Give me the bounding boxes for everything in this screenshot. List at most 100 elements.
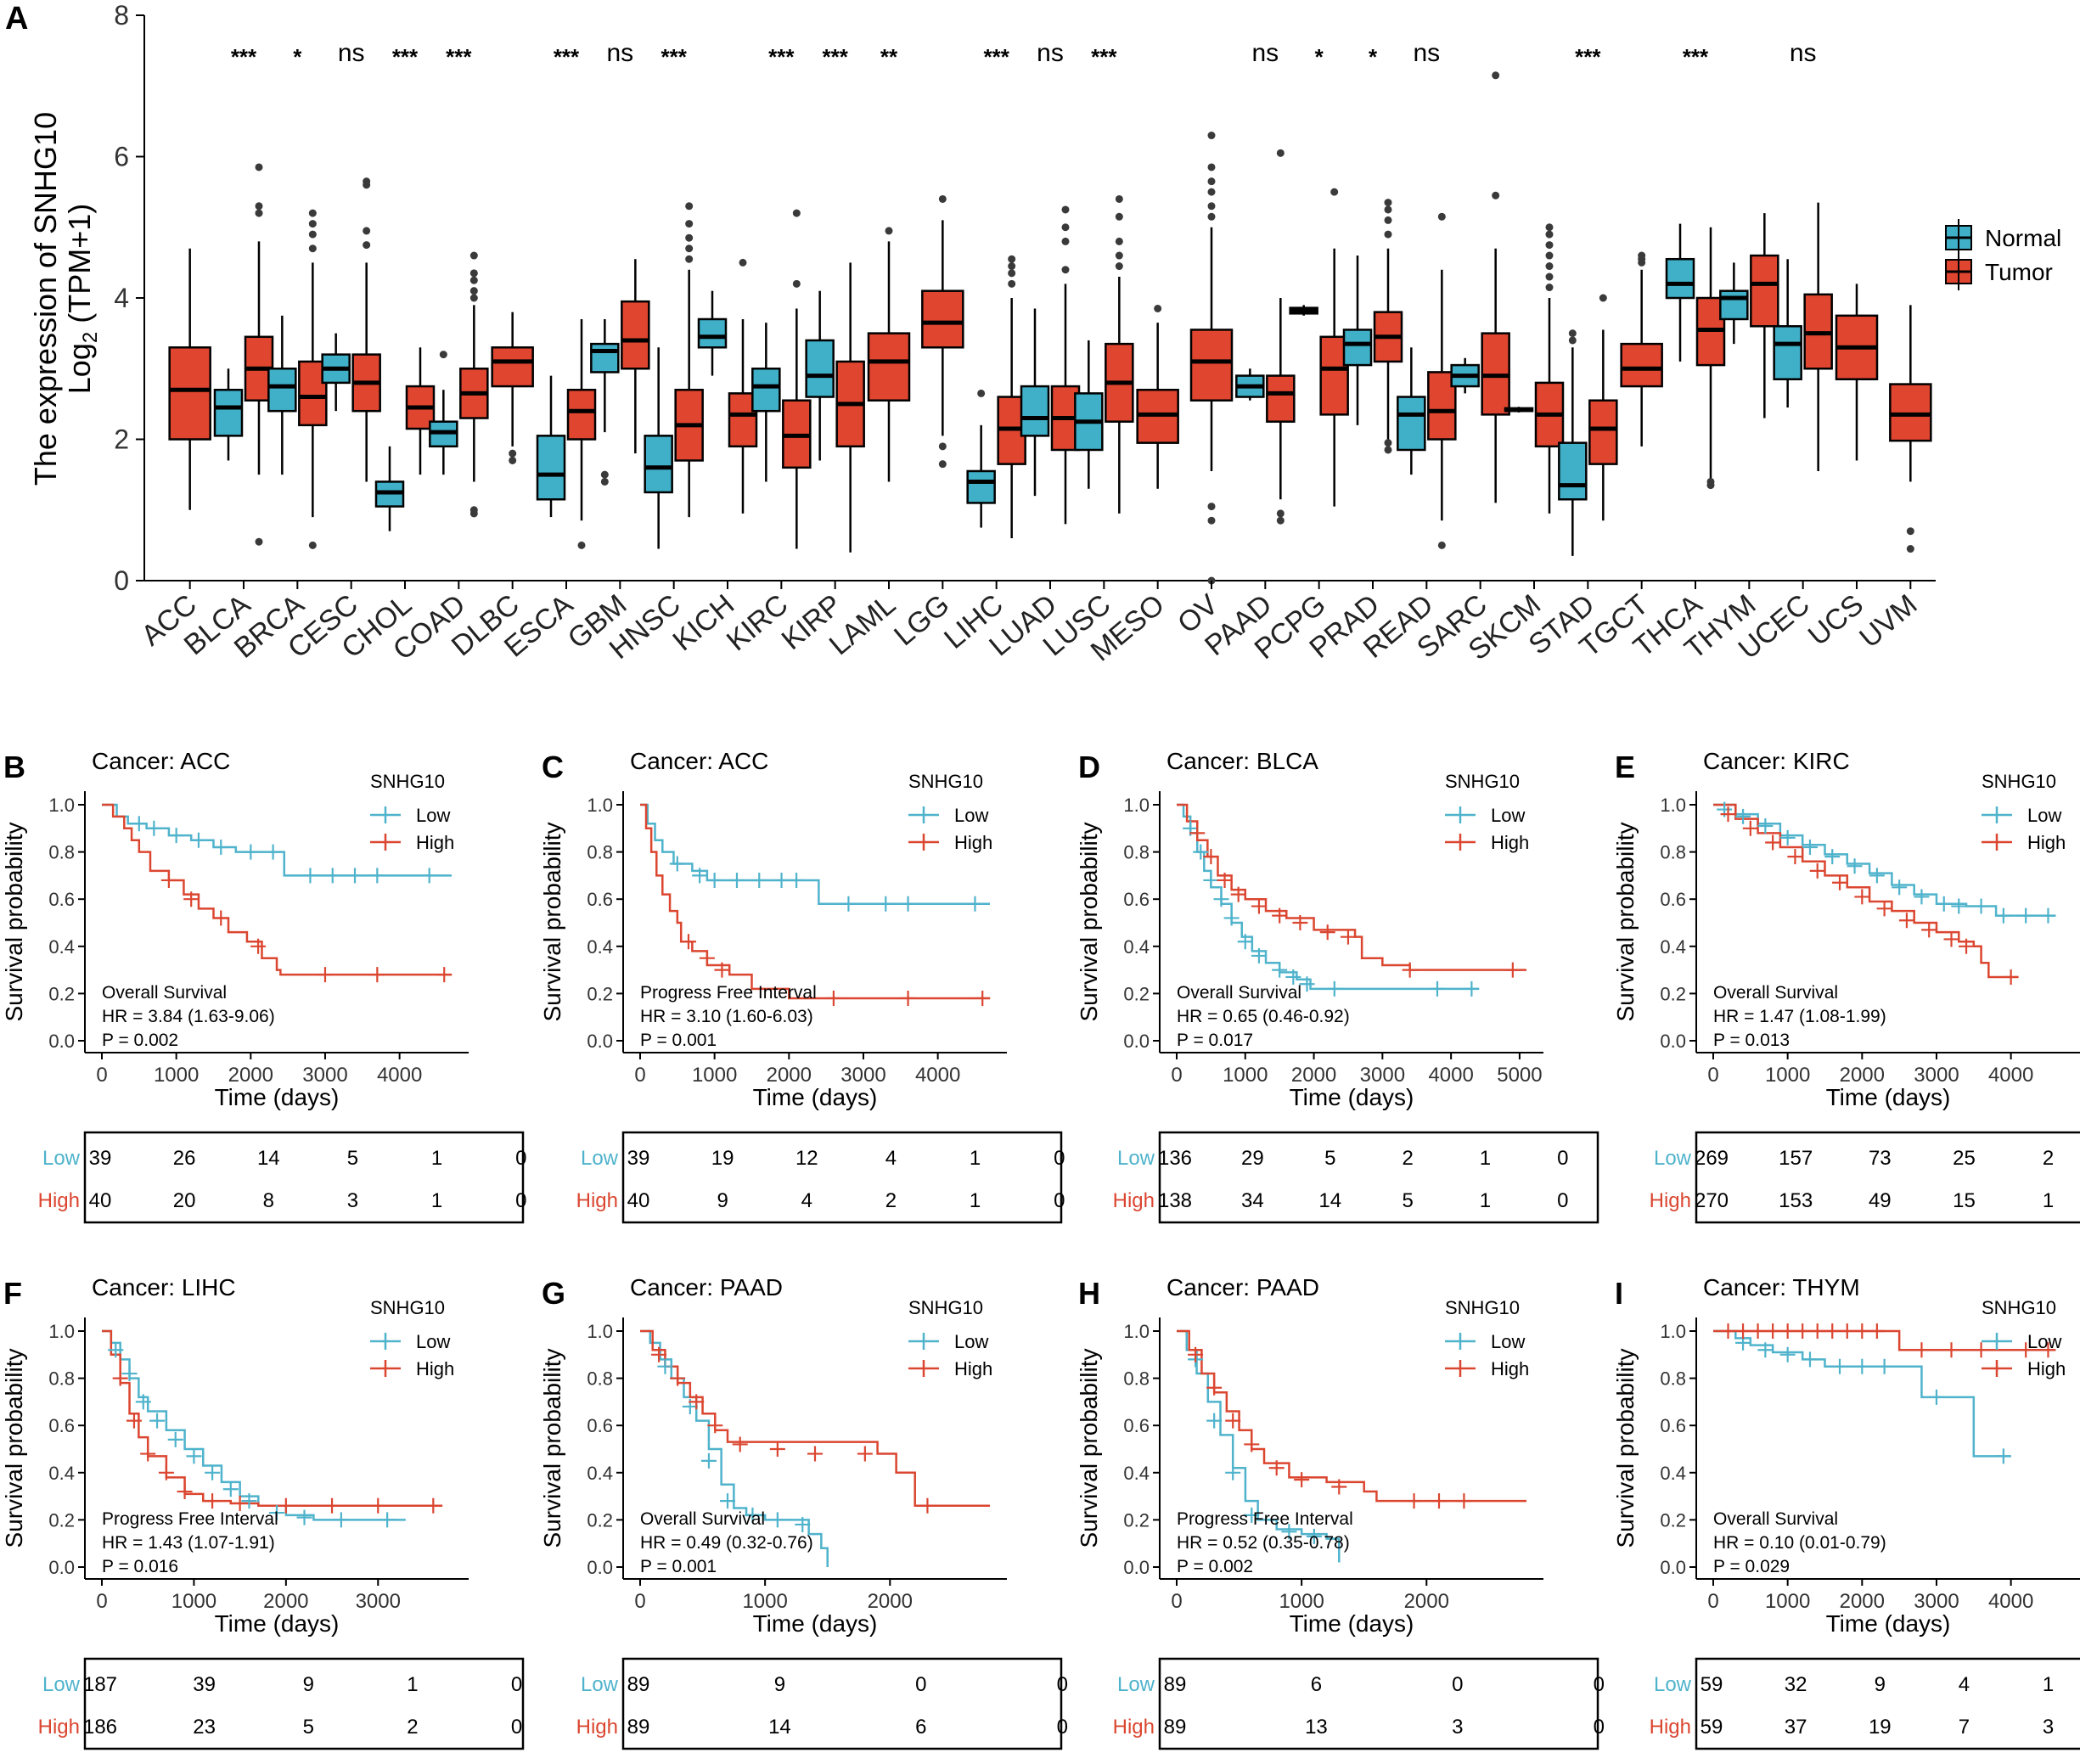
censor-mark-low (108, 1342, 124, 1358)
km-y-tick-label: 0.0 (1660, 1557, 1686, 1578)
censor-mark-high (317, 967, 333, 983)
risk-count-low: 0 (915, 1673, 926, 1696)
km-legend-title: SNHG10 (1445, 1297, 1520, 1318)
risk-table (1695, 1657, 2080, 1750)
outlier-point (1545, 272, 1554, 281)
km-y-axis-label: Survival probability (1076, 823, 1102, 1022)
risk-count-low: 0 (1452, 1673, 1463, 1696)
outlier-point (1437, 212, 1446, 221)
risk-count-low: 0 (1594, 1673, 1605, 1696)
km-curve-low (640, 803, 990, 906)
km-y-tick-label: 0.6 (1660, 1415, 1686, 1436)
censor-mark-high (1973, 1342, 1989, 1358)
censor-mark-low (333, 1512, 349, 1528)
y-tick-label-a: 6 (114, 142, 129, 172)
km-y-tick-label: 1.0 (48, 1321, 75, 1342)
censor-mark-high (1272, 907, 1288, 924)
censor-mark-low (1237, 934, 1253, 950)
outlier-point (685, 244, 694, 253)
km-y-tick-label: 0.0 (48, 1557, 75, 1578)
outlier-point (1276, 509, 1285, 518)
censor-mark-high (1735, 1323, 1751, 1339)
risk-count-low: 0 (511, 1673, 522, 1696)
outlier-point (1115, 194, 1123, 203)
censor-mark-high (651, 1346, 667, 1362)
significance-label: *** (1091, 44, 1117, 70)
km-x-tick-label: 3000 (1360, 1064, 1405, 1087)
censor-mark-high (126, 1413, 142, 1429)
censor-mark-high (1787, 849, 1803, 865)
censor-mark-high (689, 1394, 705, 1410)
km-x-tick-label: 1000 (1223, 1064, 1268, 1087)
km-x-tick-label: 1000 (1279, 1590, 1324, 1613)
km-y-tick-label: 0.2 (48, 1509, 75, 1531)
censor-mark-low (190, 832, 206, 848)
outlier-point (685, 202, 694, 211)
km-legend-title: SNHG10 (1445, 771, 1520, 792)
censor-mark-high (1217, 872, 1233, 888)
km-legend-low-label: Low (954, 805, 988, 826)
normal-kich-box (697, 317, 728, 349)
tumor-paad-box (1266, 374, 1296, 423)
km-y-tick-label: 0.2 (1660, 1509, 1686, 1531)
censor-mark-low (967, 896, 983, 912)
km-hazard-ratio: HR = 1.47 (1.08-1.99) (1713, 1007, 1886, 1026)
km-y-axis-label: Survival probability (1, 1349, 27, 1548)
significance-label: * (293, 44, 302, 70)
censor-mark-low (1206, 1413, 1223, 1429)
significance-label: ns (1413, 39, 1440, 67)
km-y-axis-label: Survival probability (539, 823, 565, 1022)
km-endpoint-label: Overall Survival (1177, 983, 1301, 1003)
km-x-tick-label: 4000 (377, 1064, 422, 1087)
outlier-point (1115, 237, 1123, 245)
risk-count-high: 186 (83, 1716, 117, 1739)
km-y-tick-label: 0.2 (1660, 983, 1686, 1004)
censor-mark-high (1268, 1460, 1285, 1476)
censor-mark-high (1809, 1323, 1825, 1339)
censor-mark-low (379, 1512, 396, 1528)
significance-label: ns (1037, 39, 1064, 67)
outlier-point (1906, 545, 1914, 553)
normal-ucec-box (1773, 325, 1802, 380)
km-y-tick-label: 0.2 (48, 983, 75, 1004)
censor-mark-high (699, 950, 715, 966)
y-axis-label-sub: 2 (79, 332, 102, 343)
risk-count-high: 89 (627, 1716, 650, 1739)
risk-count-low: 14 (257, 1147, 280, 1170)
outlier-point (1330, 188, 1339, 196)
censor-mark-high (160, 872, 177, 888)
outlier-point (1008, 255, 1016, 263)
cancer-title: Cancer: ACC (92, 748, 230, 774)
outlier-point (685, 255, 694, 263)
km-x-axis-label: Time (days) (1826, 1610, 1951, 1637)
risk-count-high: 3 (2043, 1716, 2054, 1739)
risk-count-high: 49 (1869, 1189, 1892, 1212)
censor-mark-high (1319, 924, 1335, 941)
km-p-value: P = 0.002 (1177, 1557, 1253, 1576)
censor-mark-low (269, 1505, 284, 1521)
censor-mark-high (1943, 931, 1959, 947)
km-legend-low-symbol (908, 806, 939, 823)
censor-mark-high (140, 1446, 156, 1462)
km-legend-high-symbol (1982, 834, 2012, 851)
risk-count-low: 73 (1869, 1147, 1892, 1170)
group-stad: ***STAD (1523, 44, 1618, 661)
km-x-tick-label: 2000 (767, 1064, 812, 1087)
km-legend-low-label: Low (1491, 805, 1525, 826)
km-y-tick-label: 0.2 (1123, 1509, 1150, 1531)
risk-count-high: 3 (347, 1189, 358, 1212)
risk-count-high: 7 (1959, 1716, 1970, 1739)
km-x-axis-label: Time (days) (753, 1084, 878, 1110)
censor-mark-low (1281, 1524, 1297, 1540)
km-y-tick-label: 0.4 (587, 936, 613, 958)
risk-count-high: 15 (1953, 1189, 1976, 1212)
significance-label: *** (1575, 44, 1601, 70)
risk-count-high: 34 (1241, 1189, 1264, 1212)
outlier-point (1008, 262, 1016, 271)
censor-mark-low (369, 868, 385, 884)
outlier-point (792, 209, 801, 217)
km-y-tick-label: 0.8 (1660, 1368, 1686, 1390)
km-x-tick-label: 0 (1707, 1064, 1718, 1087)
panel-d: D Cancer: BLCA 0.0 0.2 0.4 0.6 0.8 1.0 0 1000 2000… (1076, 748, 1599, 1224)
